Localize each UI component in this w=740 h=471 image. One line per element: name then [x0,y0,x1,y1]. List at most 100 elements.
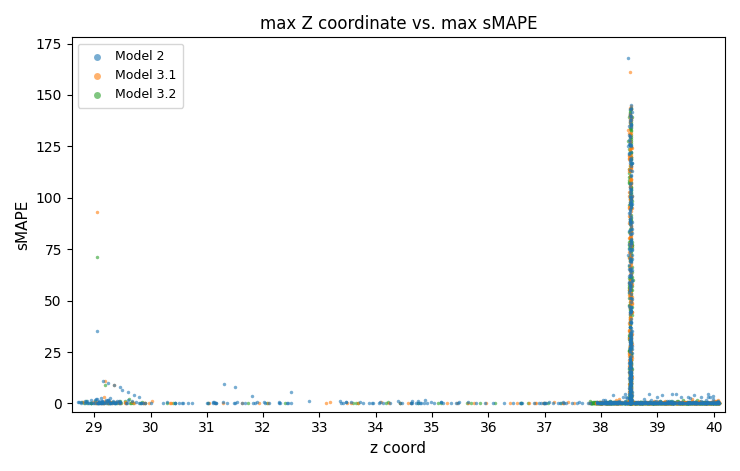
Model 3.1 [624,380,636,387]
Model 3.2 [434,399,446,407]
Model 3.2 [660,400,672,407]
Model 3.2 [590,399,602,407]
Model 2 [610,399,622,407]
Model 3.1 [659,399,671,407]
Model 3.1 [709,398,721,406]
Model 3.2 [640,399,652,406]
Model 3.1 [625,233,636,241]
Model 2 [625,399,636,406]
Model 3.2 [624,168,636,175]
Model 3.2 [625,391,636,399]
Model 3.2 [667,399,679,407]
Model 3.1 [633,398,645,406]
Model 2 [111,397,123,405]
Model 3.1 [625,396,636,403]
Model 3.2 [656,399,667,407]
Model 2 [87,400,98,407]
Model 3.2 [625,329,636,336]
Model 2 [625,397,636,405]
Model 3.2 [709,399,721,406]
Model 2 [286,389,297,396]
Model 2 [209,398,221,406]
Model 3.2 [591,400,602,407]
Model 3.1 [624,201,636,209]
Model 3.1 [625,177,636,184]
Model 2 [625,340,637,347]
Model 3.1 [624,132,636,140]
Model 2 [625,199,636,206]
Model 2 [412,398,424,405]
Model 3.1 [625,334,636,342]
Model 3.2 [625,382,636,390]
Model 3.2 [631,399,643,407]
Model 3.2 [625,251,636,259]
Model 3.2 [694,399,706,407]
Model 2 [145,399,157,406]
Model 3.2 [619,399,630,406]
Model 3.2 [623,228,635,236]
Model 3.1 [707,399,719,407]
Model 3.1 [660,398,672,406]
Model 3.1 [624,358,636,366]
Model 3.1 [624,352,636,359]
Model 3.2 [601,400,613,407]
Model 3.2 [610,399,622,406]
Model 3.1 [624,309,636,317]
Model 3.2 [634,399,646,407]
Model 3.2 [647,399,659,407]
Model 3.2 [623,301,635,309]
Model 3.2 [626,399,638,407]
Model 2 [96,398,108,405]
Model 2 [645,399,656,407]
Model 2 [712,399,724,407]
Model 3.1 [624,368,636,375]
Model 3.1 [673,399,685,407]
Model 3.2 [609,399,621,406]
Model 2 [625,391,636,398]
Model 3.1 [115,399,127,407]
Model 3.2 [625,351,636,358]
Model 3.2 [612,399,624,407]
Model 3.1 [633,399,645,406]
Model 3.1 [625,196,636,203]
Model 2 [682,394,694,401]
Model 3.2 [627,241,639,249]
Model 2 [452,399,464,407]
Model 2 [625,374,636,382]
Model 3.2 [681,399,693,407]
Model 3.2 [625,111,636,119]
Model 3.2 [682,399,694,407]
Model 2 [623,394,635,402]
Model 3.2 [667,399,679,407]
Model 2 [624,382,636,390]
Model 3.2 [605,399,617,406]
Model 3.2 [653,399,665,407]
Model 3.1 [625,353,637,360]
Model 3.2 [664,399,676,407]
Model 3.2 [636,399,648,407]
Model 2 [626,277,638,284]
Model 3.2 [614,399,626,406]
Model 3.1 [619,399,630,406]
Model 2 [414,399,425,407]
Model 3.1 [323,398,335,406]
Model 2 [673,400,684,407]
Model 3.1 [700,399,712,407]
Model 2 [96,398,108,406]
Model 2 [712,398,724,406]
Model 3.2 [639,399,651,407]
Model 3.2 [137,398,149,406]
Model 3.1 [688,399,700,407]
Model 3.1 [624,278,636,286]
Model 2 [92,399,104,406]
Model 2 [625,189,636,197]
Model 2 [625,159,636,166]
Model 2 [615,399,627,407]
Model 2 [625,396,636,404]
Model 2 [680,399,692,407]
Model 2 [421,399,433,406]
Model 3.1 [625,251,636,259]
Model 3.1 [562,398,574,406]
Model 3.2 [695,400,707,407]
Model 2 [676,394,687,401]
